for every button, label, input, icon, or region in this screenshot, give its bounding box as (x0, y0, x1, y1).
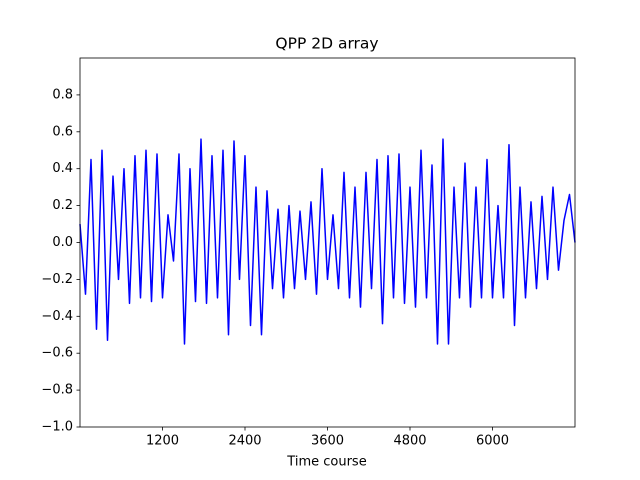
y-tick-label: 0.6 (52, 124, 73, 139)
line-series (79, 138, 576, 345)
x-tick-label: 3600 (311, 434, 344, 449)
y-tick-label: 0.0 (52, 235, 73, 250)
x-tick-label: 4800 (393, 434, 426, 449)
y-tick-label: 0.4 (52, 161, 73, 176)
y-tick-label: 0.2 (52, 198, 73, 213)
y-tick-label: 0.8 (52, 87, 73, 102)
y-tick-label: −0.8 (41, 383, 73, 398)
x-axis-label: Time course (286, 455, 366, 470)
y-tick-label: −0.2 (41, 272, 73, 287)
x-tick-label: 2400 (228, 434, 261, 449)
axes-frame (79, 57, 576, 428)
chart-title: QPP 2D array (275, 35, 378, 53)
y-tick-label: −0.4 (41, 309, 73, 324)
y-tick-label: −0.6 (41, 346, 73, 361)
x-tick-label: 1200 (146, 434, 179, 449)
y-tick-label: −1.0 (41, 420, 73, 435)
x-tick-label: 6000 (476, 434, 509, 449)
